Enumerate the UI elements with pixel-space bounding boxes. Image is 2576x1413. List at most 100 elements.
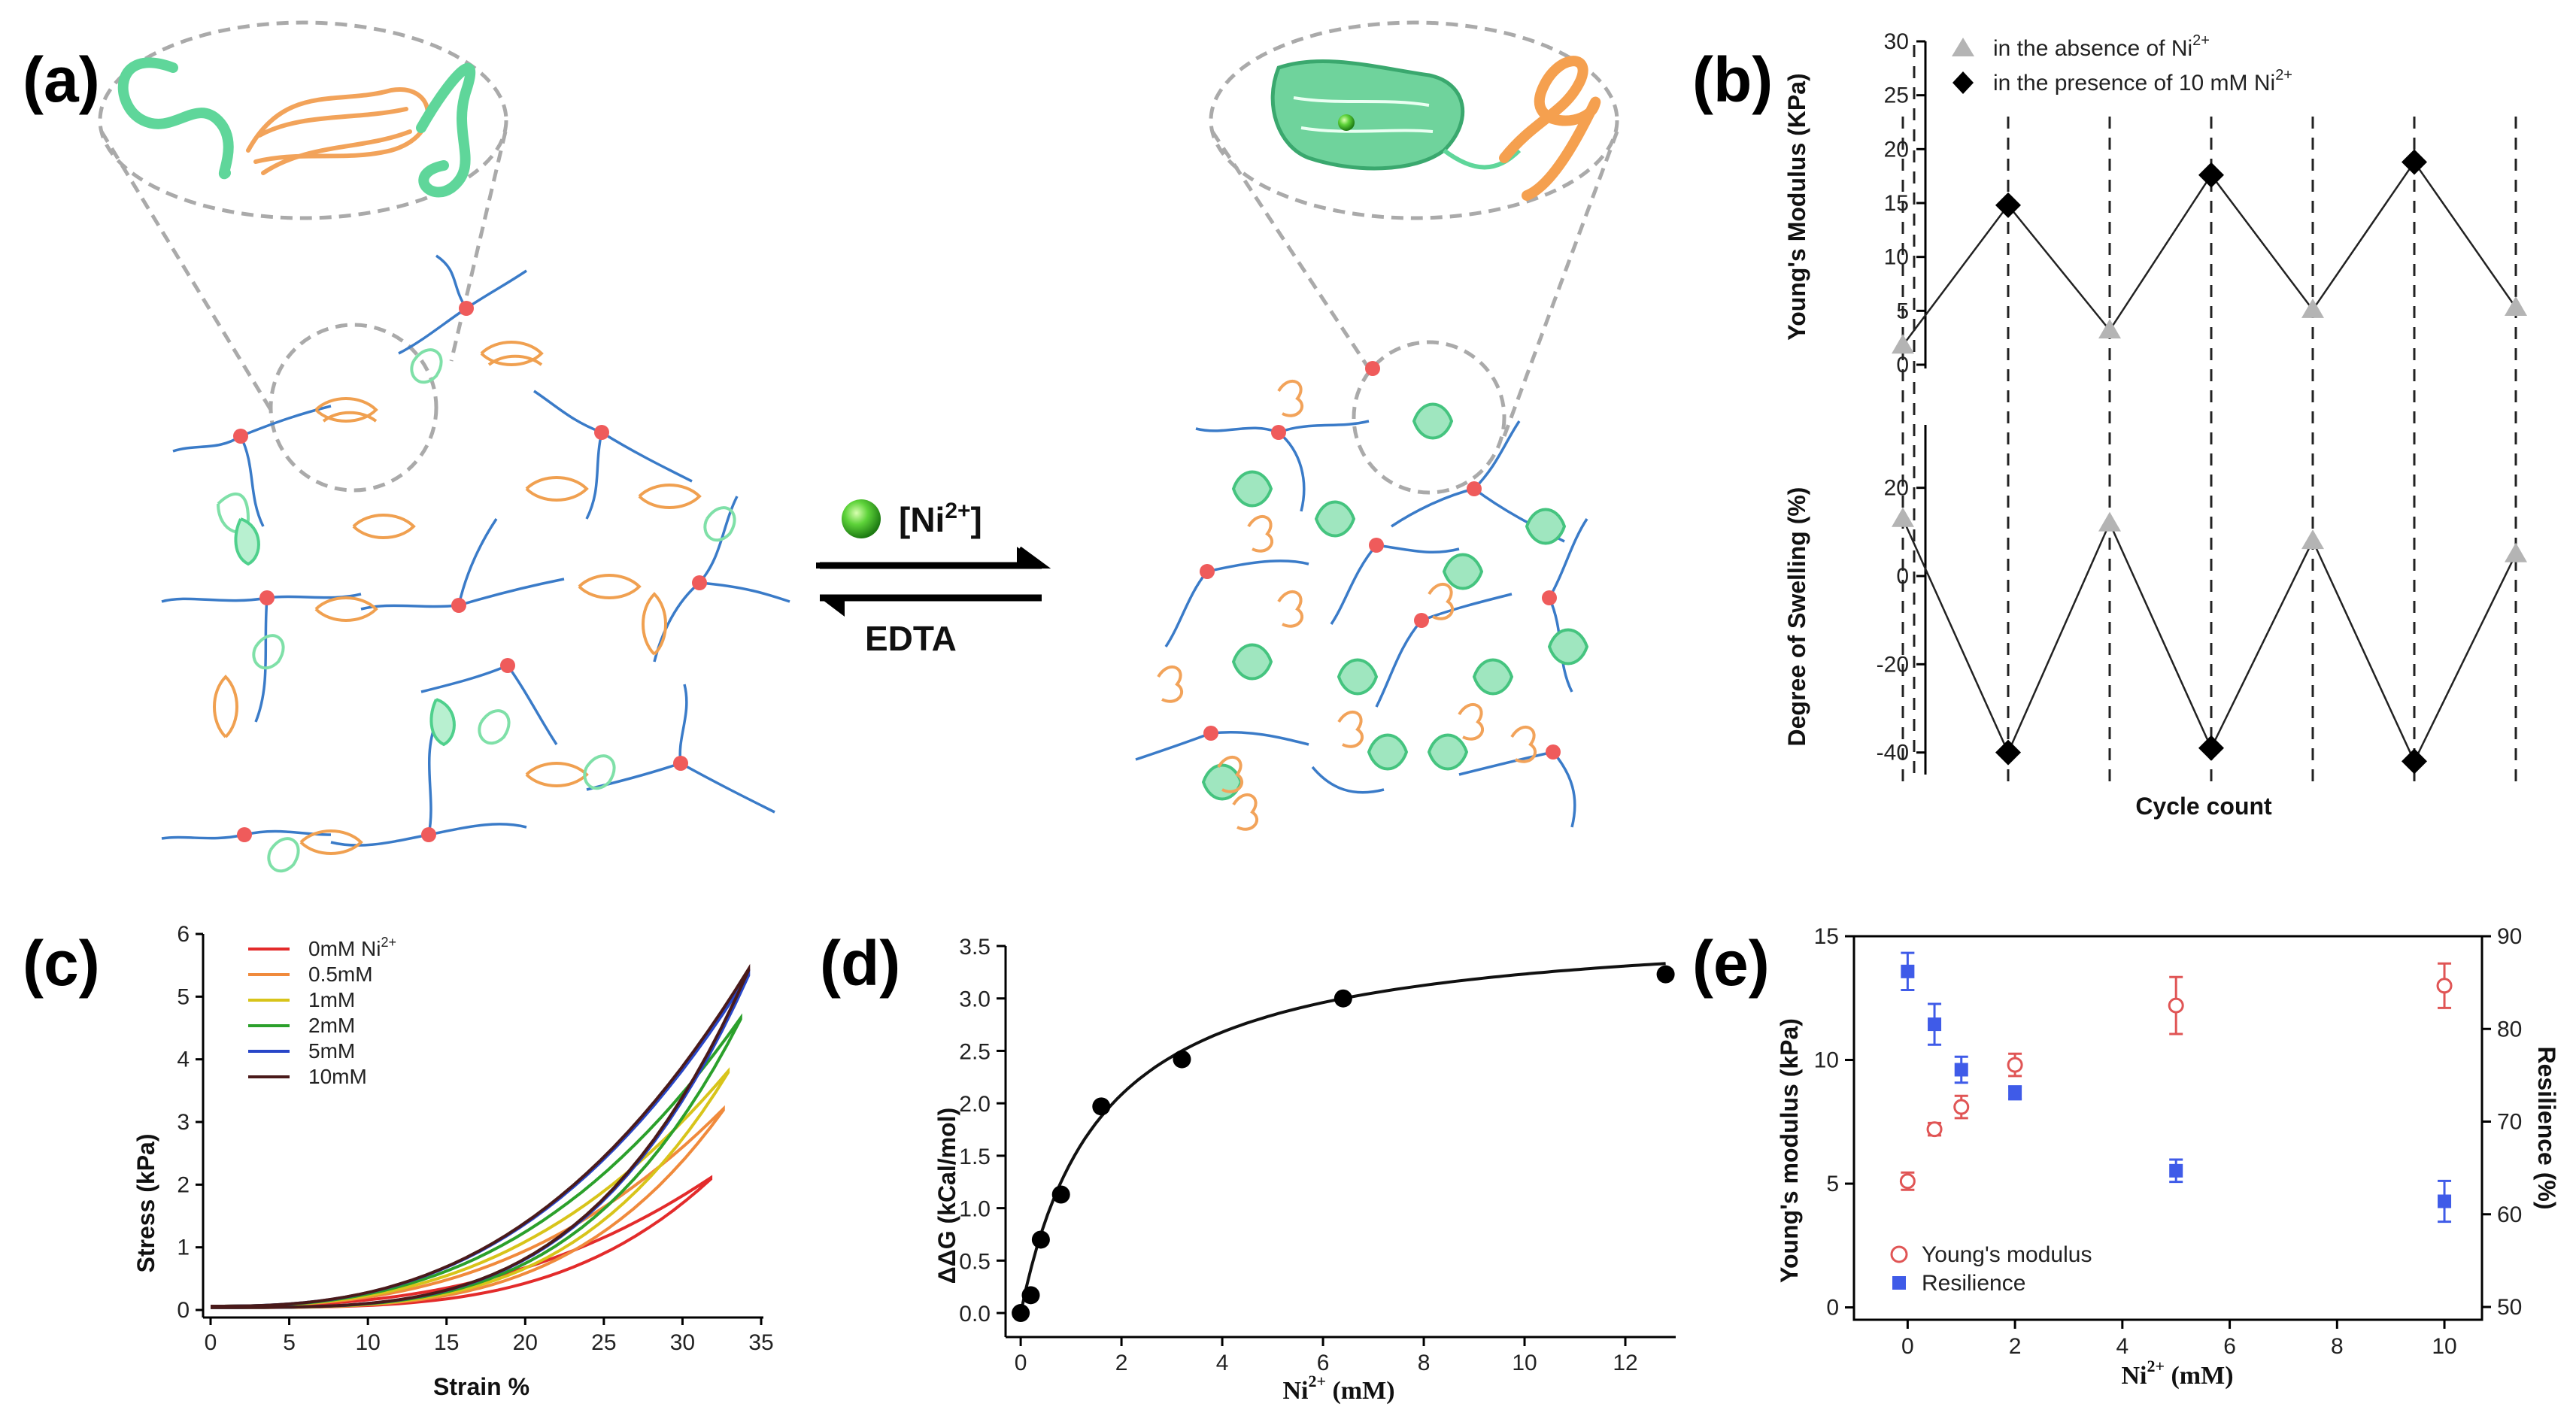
y-tick-label: 3 — [177, 1110, 190, 1135]
panel-e: (e) 0 5 10 15 50 60 70 80 90 0 2 4 6 8 10 Young's modu… — [1692, 924, 2560, 1390]
data-point-absent — [2301, 298, 2324, 318]
data-point — [1012, 1304, 1030, 1323]
x-tick-label: 15 — [434, 1330, 459, 1355]
data-point-modulus — [1926, 1121, 1943, 1138]
x-tick-label: 2 — [2009, 1334, 2022, 1359]
data-point — [1334, 989, 1352, 1008]
data-point-absent — [2098, 511, 2121, 532]
data-point-modulus — [2007, 1057, 2023, 1073]
x-axis-title: Ni2+ (mM) — [1282, 1372, 1394, 1405]
x-tick-label: 5 — [283, 1330, 296, 1355]
x-axis-title: Ni2+ (mM) — [2121, 1357, 2233, 1390]
data-point-absent — [2505, 296, 2527, 317]
data-point — [1031, 1230, 1050, 1249]
y-tick-label: 1.5 — [959, 1145, 991, 1169]
x-tick-label: 0 — [1901, 1334, 1914, 1359]
y-axis-title: Degree of Swelling (%) — [1783, 487, 1810, 747]
data-point-present — [1995, 739, 2021, 766]
y-right-tick-label: 90 — [2497, 924, 2522, 949]
series-line — [1902, 160, 2517, 346]
x-tick-label: 30 — [670, 1330, 695, 1355]
x-tick-label: 6 — [1317, 1351, 1330, 1375]
y-tick-label: 30 — [1884, 29, 1909, 54]
protein-domains-unfolded — [213, 341, 736, 873]
panel-label-a: (a) — [23, 44, 100, 115]
y-tick-label: 5 — [177, 984, 190, 1009]
data-point-modulus — [1899, 1173, 1916, 1190]
y-tick-label: 0.0 — [959, 1302, 991, 1327]
data-point — [1092, 1097, 1111, 1116]
zoom-cone-right — [1209, 20, 1619, 495]
data-point-resilience — [2008, 1086, 2022, 1100]
legend-triangle-icon — [1952, 38, 1974, 56]
data-point-resilience — [1901, 964, 1915, 978]
x-tick-label: 6 — [2223, 1334, 2236, 1359]
y-tick-label: -40 — [1877, 741, 1909, 766]
x-axis-title: Cycle count — [2135, 793, 2272, 820]
y-tick-label: 0 — [1896, 564, 1909, 589]
y-right-tick-label: 60 — [2497, 1202, 2522, 1227]
y-tick-label: 2.0 — [959, 1092, 991, 1117]
panel-b: (b) 0 5 10 15 20 25 30 Young's Modulus (KPa) i… — [1692, 29, 2527, 820]
data-point-present — [2402, 149, 2427, 175]
data-point-modulus — [2168, 997, 2184, 1014]
data-point-resilience — [2438, 1194, 2452, 1208]
y-tick-label: 0 — [1896, 353, 1909, 378]
crosslink-nodes-left — [233, 301, 707, 842]
x-tick-label: 8 — [1418, 1351, 1431, 1375]
legend-label: 0mM Ni2+ — [308, 935, 396, 960]
y-axis-left-title: Young's modulus (kPa) — [1776, 1018, 1803, 1283]
data-point-resilience — [1928, 1017, 1942, 1032]
folded-protein-illustration — [1270, 56, 1601, 201]
y-tick-label: 0.5 — [959, 1249, 991, 1274]
y-tick-label: 1 — [177, 1236, 190, 1260]
data-point-present — [2198, 735, 2224, 761]
zoom-cone-left — [98, 20, 508, 493]
series-line — [1901, 518, 2517, 764]
crosslink-nodes-right — [1200, 361, 1561, 760]
y-left-tick-label: 5 — [1826, 1172, 1839, 1196]
panel-label-c: (c) — [23, 928, 100, 999]
data-point-absent — [1892, 334, 1914, 354]
y-tick-label: 5 — [1896, 299, 1909, 323]
y-left-tick-label: 0 — [1826, 1296, 1839, 1321]
panel-label-d: (d) — [820, 928, 900, 999]
x-tick-label: 25 — [591, 1330, 616, 1355]
y-tick-label: 4 — [177, 1048, 190, 1072]
y-right-tick-label: 70 — [2497, 1110, 2522, 1135]
y-tick-label: 1.0 — [959, 1197, 991, 1222]
y-tick-label: 20 — [1884, 476, 1909, 501]
legend: in the absence of Ni2+ in the presence o… — [1952, 32, 2292, 96]
legend-square-icon — [1892, 1276, 1906, 1290]
x-tick-label: 4 — [2116, 1334, 2128, 1359]
y-left-tick-label: 10 — [1814, 1048, 1839, 1073]
data-point-modulus — [1953, 1099, 1970, 1115]
panel-label-b: (b) — [1692, 44, 1773, 115]
data-point-present — [1995, 192, 2021, 218]
panel-label-e: (e) — [1692, 928, 1770, 999]
data-point-resilience — [2169, 1163, 2183, 1178]
panel-d: (d) 0.0 0.5 1.0 1.5 2.0 2.5 3.0 3.5 0 2 4 6 8 10 12 ΔΔ… — [820, 928, 1676, 1405]
y-tick-label: -20 — [1877, 652, 1909, 677]
data-point-absent — [1892, 507, 1914, 527]
chart-ddg-vs-nickel: 0.0 0.5 1.0 1.5 2.0 2.5 3.0 3.5 0 2 4 6 8 10 12 ΔΔG (k… — [933, 935, 1676, 1405]
chart-young-modulus-cycles: 0 5 10 15 20 25 30 Young's Modulus (KPa) in th… — [1783, 29, 2527, 378]
data-point-modulus — [2436, 978, 2453, 994]
x-tick-label: 0 — [205, 1330, 217, 1355]
chart-modulus-resilience: 0 5 10 15 50 60 70 80 90 0 2 4 6 8 10 Young's modulus R… — [1776, 924, 2560, 1390]
legend-label: 1mM — [308, 988, 355, 1011]
x-tick-label: 20 — [513, 1330, 538, 1355]
legend-label: Young's modulus — [1922, 1242, 2092, 1267]
x-tick-label: 10 — [2432, 1334, 2456, 1359]
legend-diamond-icon — [1952, 71, 1974, 94]
x-tick-label: 0 — [1015, 1351, 1027, 1375]
data-point-resilience — [1954, 1063, 1968, 1077]
legend-label: 5mM — [308, 1039, 355, 1063]
y-right-tick-label: 80 — [2497, 1017, 2522, 1042]
data-point — [1051, 1185, 1070, 1204]
legend: Young's modulus Resilience — [1890, 1242, 2092, 1296]
hysteresis-curve — [211, 963, 751, 1309]
x-tick-label: 2 — [1115, 1351, 1128, 1375]
